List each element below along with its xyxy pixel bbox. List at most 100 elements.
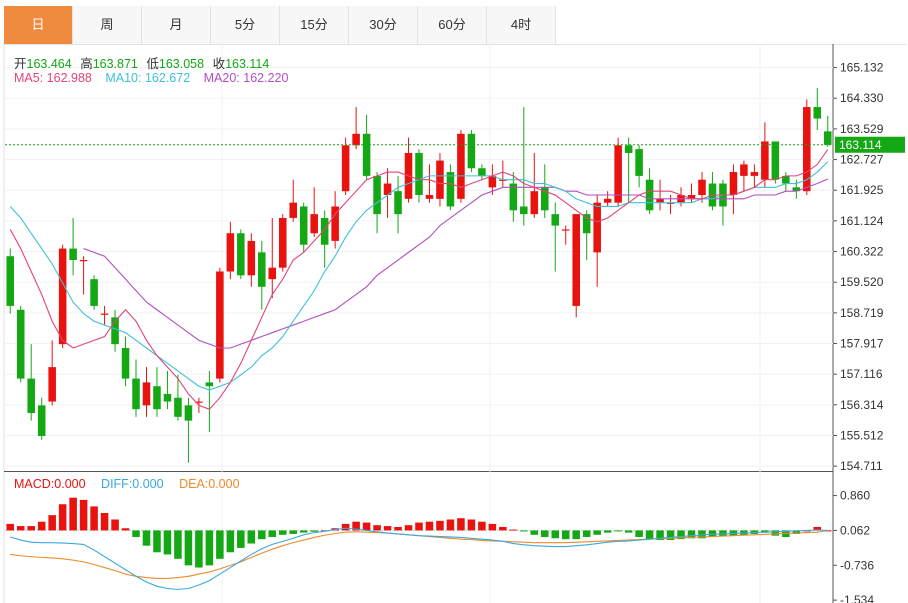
macd-bar-72 xyxy=(761,530,769,533)
candle-body-58 xyxy=(614,145,622,203)
candles xyxy=(6,87,832,463)
tab-3[interactable]: 5分 xyxy=(211,6,280,44)
candle-body-19 xyxy=(205,382,214,387)
y-tick-label-11: 156.314 xyxy=(840,398,884,412)
dea-label: DEA: xyxy=(179,477,209,491)
macd-bar-0 xyxy=(6,523,15,531)
macd-bar-16 xyxy=(174,530,182,559)
macd-readout: MACD:0.000 DIFF:0.000 DEA:0.000 xyxy=(14,477,245,491)
candle-body-14 xyxy=(153,386,161,410)
macd-bar-35 xyxy=(373,525,381,531)
tabs-filler xyxy=(556,6,906,44)
tab-1[interactable]: 周 xyxy=(73,6,142,44)
tab-6[interactable]: 60分 xyxy=(418,6,487,44)
candle-body-66 xyxy=(698,179,706,196)
macd-bar-20 xyxy=(216,530,224,559)
macd-bar-34 xyxy=(362,522,371,531)
candle-body-55 xyxy=(582,214,591,234)
macd-bar-58 xyxy=(614,530,622,532)
tab-0[interactable]: 日 xyxy=(4,6,73,44)
tab-5[interactable]: 30分 xyxy=(349,6,418,44)
y-tick-label-2: 163.529 xyxy=(840,122,884,136)
tab-2[interactable]: 月 xyxy=(142,6,211,44)
candle-body-17 xyxy=(184,405,193,421)
candle-body-62 xyxy=(656,198,664,203)
candle-body-76 xyxy=(803,107,811,192)
high-label: 高 xyxy=(80,57,93,71)
candle-body-65 xyxy=(687,195,696,199)
candle-body-32 xyxy=(341,145,350,192)
candle-body-69 xyxy=(729,172,738,196)
macd-bar-18 xyxy=(195,530,203,568)
candle-body-8 xyxy=(90,279,98,306)
candle-body-15 xyxy=(163,393,172,402)
current-price-tag xyxy=(835,136,905,153)
candle-body-26 xyxy=(278,217,287,268)
macd-bar-15 xyxy=(163,530,172,555)
candle-body-10 xyxy=(111,317,119,345)
candle-body-49 xyxy=(520,206,528,215)
macd-bar-24 xyxy=(258,530,266,540)
grid xyxy=(3,44,834,603)
macd-tick-label-0: 0.860 xyxy=(840,489,870,503)
candle-body-29 xyxy=(310,214,318,234)
candle-body-74 xyxy=(782,175,790,184)
macd-bar-12 xyxy=(132,530,140,537)
tab-4[interactable]: 15分 xyxy=(280,6,349,44)
diff-line xyxy=(10,527,828,590)
tab-7[interactable]: 4时 xyxy=(487,6,556,44)
candle-body-72 xyxy=(761,141,769,180)
macd-tick-label-1: 0.062 xyxy=(840,523,870,537)
candle-body-34 xyxy=(362,133,371,176)
macd-bar-41 xyxy=(436,520,444,531)
macd-bar-53 xyxy=(561,530,570,540)
macd-tick-label-3: -1.534 xyxy=(840,593,874,603)
diff-label: DIFF: xyxy=(101,477,133,491)
ma20-label: MA20: xyxy=(203,71,240,85)
candle-body-50 xyxy=(530,191,539,215)
macd-bar-56 xyxy=(593,530,601,535)
candle-body-61 xyxy=(645,179,654,211)
candle-body-37 xyxy=(394,191,402,215)
macd-bar-55 xyxy=(582,530,591,537)
ma-lines: 163.114 xyxy=(5,136,905,410)
candle-body-42 xyxy=(446,172,455,207)
candle-body-16 xyxy=(174,397,182,417)
candle-body-54 xyxy=(572,214,580,306)
macd-bar-10 xyxy=(111,519,119,531)
candle-body-5 xyxy=(58,248,67,345)
macd-bar-8 xyxy=(90,506,98,531)
macd-bar-21 xyxy=(226,530,235,553)
low-label: 低 xyxy=(146,57,159,71)
macd-bar-25 xyxy=(268,530,277,537)
macd-bar-37 xyxy=(394,526,402,531)
candle-body-28 xyxy=(299,206,308,245)
macd-bar-62 xyxy=(656,530,664,541)
macd-bar-51 xyxy=(540,530,549,537)
candle-body-40 xyxy=(425,195,434,199)
y-tick-label-10: 157.116 xyxy=(840,367,883,381)
low-value: 163.058 xyxy=(158,57,205,71)
macd-bar-11 xyxy=(121,528,130,531)
candle-body-1 xyxy=(16,309,25,379)
open-value: 163.464 xyxy=(26,57,72,71)
candle-body-31 xyxy=(331,206,339,241)
ma10-label: MA10: xyxy=(105,71,142,85)
macd-bar-39 xyxy=(415,522,423,531)
ma5-value: 162.988 xyxy=(46,71,92,85)
candle-body-13 xyxy=(142,382,151,406)
y-tick-label-9: 157.917 xyxy=(840,337,884,351)
open-label: 开 xyxy=(14,57,27,71)
macd-bar-75 xyxy=(792,530,801,534)
macd-bar-65 xyxy=(687,530,696,539)
candle-body-70 xyxy=(740,164,748,176)
y-tick-label-13: 154.711 xyxy=(840,459,883,473)
candle-body-71 xyxy=(750,172,759,176)
high-value: 163.871 xyxy=(92,57,138,71)
macd-bar-61 xyxy=(645,530,654,540)
candle-body-59 xyxy=(624,145,633,153)
candle-body-45 xyxy=(478,168,486,176)
ma10-value: 162.672 xyxy=(144,71,191,85)
candle-body-24 xyxy=(258,252,266,287)
